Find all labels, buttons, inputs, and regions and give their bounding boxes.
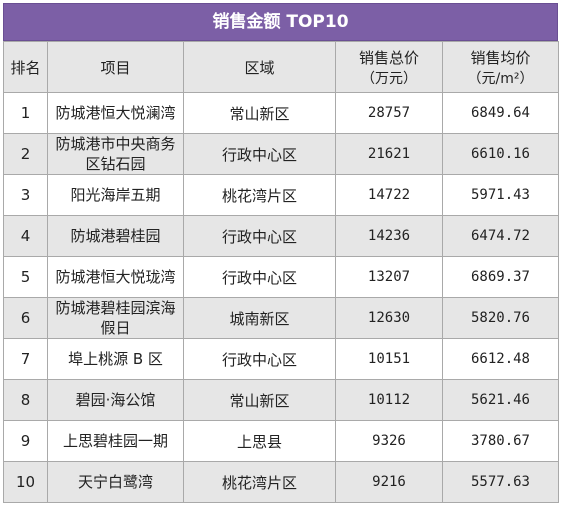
project-cell: 防城港市中央商务区钻石园 bbox=[47, 133, 184, 175]
table-row: 8 碧园·海公馆 常山新区 10112 5621.46 bbox=[3, 379, 559, 421]
rank-cell: 10 bbox=[3, 461, 48, 503]
table-row: 7 埠上桃源 B 区行政中心区 10151 6612.48 bbox=[3, 338, 559, 380]
avg-price-cell: 5971.43 bbox=[442, 174, 559, 216]
rank-cell: 4 bbox=[3, 215, 48, 257]
region-cell: 桃花湾片区 bbox=[183, 174, 336, 216]
header-avg-line1: 销售均价 bbox=[470, 48, 531, 67]
project-cell: 天宁白鹭湾 bbox=[47, 461, 184, 503]
table-row: 1 防城港恒大悦澜湾 常山新区 28757 6849.64 bbox=[3, 92, 559, 134]
rank-cell: 5 bbox=[3, 256, 48, 298]
total-price-cell: 9326 bbox=[335, 420, 443, 462]
region-cell: 行政中心区 bbox=[183, 338, 336, 380]
region-cell: 行政中心区 bbox=[183, 215, 336, 257]
avg-price-cell: 6612.48 bbox=[442, 338, 559, 380]
project-cell: 防城港恒大悦澜湾 bbox=[47, 92, 184, 134]
table-row: 5 防城港恒大悦珑湾 行政中心区 13207 6869.37 bbox=[3, 256, 559, 298]
avg-price-cell: 6474.72 bbox=[442, 215, 559, 257]
region-cell: 上思县 bbox=[183, 420, 336, 462]
total-price-cell: 13207 bbox=[335, 256, 443, 298]
project-cell: 防城港恒大悦珑湾 bbox=[47, 256, 184, 298]
table-title: 销售金额 TOP10 bbox=[3, 3, 558, 41]
header-region: 区域 bbox=[183, 41, 336, 93]
header-row: 排名 项目 区域 销售总价 （万元） 销售均价 （元/m²） bbox=[3, 41, 559, 93]
table-row: 6 防城港碧桂园滨海假日 城南新区 12630 5820.76 bbox=[3, 297, 559, 339]
header-total: 销售总价 （万元） bbox=[335, 41, 443, 93]
sales-top10-table-card: 销售金额 TOP10 排名 项目 区域 销售总价 （万元） 销售均价 （元/m²… bbox=[3, 3, 559, 503]
total-price-cell: 28757 bbox=[335, 92, 443, 134]
project-cell: 防城港碧桂园滨海假日 bbox=[47, 297, 184, 339]
table-row: 10 天宁白鹭湾 桃花湾片区 9216 5577.63 bbox=[3, 461, 559, 503]
rank-cell: 8 bbox=[3, 379, 48, 421]
header-avg-line2: （元/m²） bbox=[467, 70, 534, 87]
rank-cell: 3 bbox=[3, 174, 48, 216]
rank-cell: 1 bbox=[3, 92, 48, 134]
region-cell: 常山新区 bbox=[183, 379, 336, 421]
table-row: 3 阳光海岸五期 桃花湾片区 14722 5971.43 bbox=[3, 174, 559, 216]
avg-price-cell: 6869.37 bbox=[442, 256, 559, 298]
avg-price-cell: 3780.67 bbox=[442, 420, 559, 462]
total-price-cell: 10151 bbox=[335, 338, 443, 380]
region-cell: 行政中心区 bbox=[183, 256, 336, 298]
header-avg: 销售均价 （元/m²） bbox=[442, 41, 559, 93]
avg-price-cell: 5621.46 bbox=[442, 379, 559, 421]
header-project: 项目 bbox=[47, 41, 184, 93]
project-cell: 阳光海岸五期 bbox=[47, 174, 184, 216]
header-total-line1: 销售总价 bbox=[358, 48, 419, 67]
region-cell: 城南新区 bbox=[183, 297, 336, 339]
avg-price-cell: 5577.63 bbox=[442, 461, 559, 503]
project-cell: 碧园·海公馆 bbox=[47, 379, 184, 421]
rank-cell: 6 bbox=[3, 297, 48, 339]
total-price-cell: 14722 bbox=[335, 174, 443, 216]
region-cell: 行政中心区 bbox=[183, 133, 336, 175]
sales-table: 排名 项目 区域 销售总价 （万元） 销售均价 （元/m²） 1 防城港恒大悦澜湾… bbox=[3, 41, 559, 503]
avg-price-cell: 6610.16 bbox=[442, 133, 559, 175]
total-price-cell: 12630 bbox=[335, 297, 443, 339]
rank-cell: 7 bbox=[3, 338, 48, 380]
table-row: 2 防城港市中央商务区钻石园 行政中心区 21621 6610.16 bbox=[3, 133, 559, 175]
rank-cell: 2 bbox=[3, 133, 48, 175]
region-cell: 常山新区 bbox=[183, 92, 336, 134]
project-cell: 防城港碧桂园 bbox=[47, 215, 184, 257]
region-cell: 桃花湾片区 bbox=[183, 461, 336, 503]
total-price-cell: 14236 bbox=[335, 215, 443, 257]
header-rank: 排名 bbox=[3, 41, 48, 93]
table-row: 9 上思碧桂园一期 上思县 9326 3780.67 bbox=[3, 420, 559, 462]
rank-cell: 9 bbox=[3, 420, 48, 462]
header-total-line2: （万元） bbox=[361, 70, 417, 87]
total-price-cell: 10112 bbox=[335, 379, 443, 421]
avg-price-cell: 6849.64 bbox=[442, 92, 559, 134]
table-row: 4 防城港碧桂园 行政中心区 14236 6474.72 bbox=[3, 215, 559, 257]
total-price-cell: 9216 bbox=[335, 461, 443, 503]
project-cell: 上思碧桂园一期 bbox=[47, 420, 184, 462]
total-price-cell: 21621 bbox=[335, 133, 443, 175]
project-cell: 埠上桃源 B 区 bbox=[47, 338, 184, 380]
avg-price-cell: 5820.76 bbox=[442, 297, 559, 339]
table-body: 1 防城港恒大悦澜湾 常山新区 28757 6849.64 2 防城港市中央商务区钻石园 行政… bbox=[3, 92, 559, 503]
